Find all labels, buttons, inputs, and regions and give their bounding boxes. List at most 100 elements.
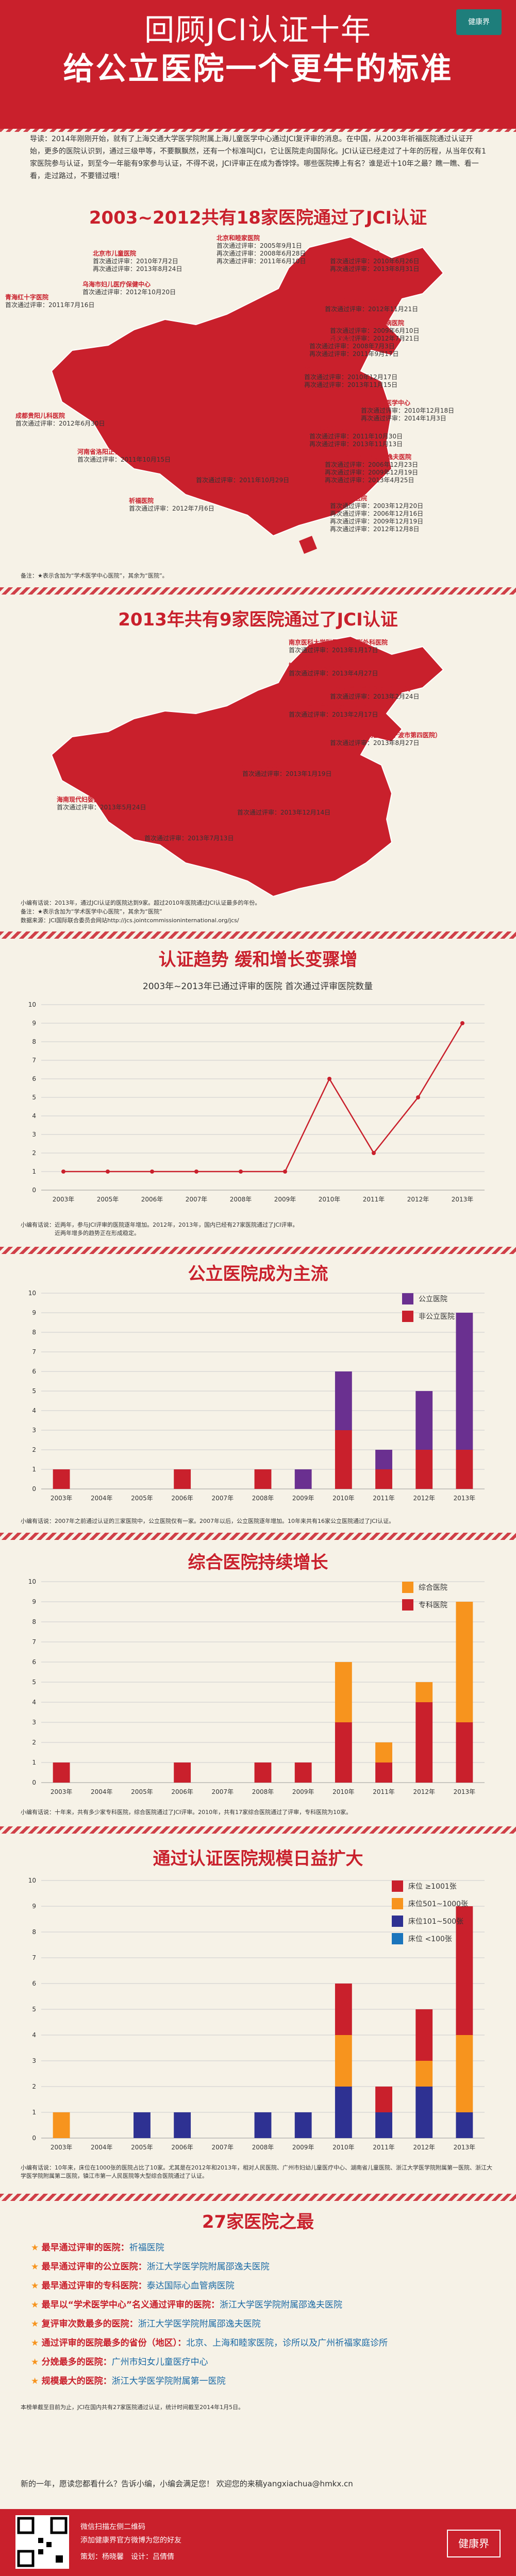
hospital-label: 复旦大学附属华山医院 首次通过评审：2011年10月30日 再次通过评审：2013…	[309, 425, 403, 448]
hospital-name: 浙江大学医学院附属邵逸夫医院	[325, 453, 412, 461]
top-list-item: ★ 分娩最多的医院：广州市妇女儿童医疗中心	[31, 2353, 485, 2372]
y-tick-label: 5	[32, 1387, 36, 1395]
bar-segment	[415, 2087, 433, 2138]
hospital-label: 上海和睦家医院 首次通过评审：2008年7月3日 再次通过评审：2011年9月17…	[309, 335, 398, 358]
hospital-dates: 首次通过评审：2013年7月13日	[144, 835, 234, 842]
top-list-item: ★ 规模最大的医院：浙江大学医学院附属第一医院	[31, 2372, 485, 2391]
top-item-key: 最早通过评审的公立医院：	[41, 2262, 147, 2272]
x-tick-label: 2012年	[413, 1495, 435, 1502]
hospital-dates: 首次通过评审：2013年4月27日	[289, 670, 378, 677]
y-tick-label: 6	[32, 1368, 36, 1375]
top-item-value: 浙江大学医学院附属邵逸夫医院	[146, 2262, 270, 2272]
legend-swatch	[392, 1898, 403, 1909]
x-tick-label: 2012年	[413, 2144, 435, 2151]
bar-segment	[174, 2112, 191, 2138]
top-item-value: 祈福医院	[129, 2243, 164, 2253]
bar-segment	[174, 1762, 191, 1783]
hospital-dates: 首次通过评审：2011年7月16日	[5, 301, 95, 309]
x-tick-label: 2007年	[212, 1495, 234, 1502]
y-tick-label: 10	[28, 1001, 36, 1008]
x-tick-label: 2010年	[319, 1196, 341, 1203]
hospital-name: 青海红十字医院	[5, 294, 49, 301]
y-tick-label: 5	[32, 1094, 36, 1101]
bar-segment	[335, 1430, 352, 1489]
top-item-value: 浙江大学医学院附属邵逸夫医院	[220, 2300, 343, 2310]
y-tick-label: 0	[32, 2134, 36, 2142]
qr-code[interactable]	[15, 2515, 69, 2569]
x-tick-label: 2003年	[51, 1495, 73, 1502]
hospital-name: 成都贵阳儿科医院	[15, 412, 65, 419]
legend-label: 床位501~1000张	[408, 1900, 468, 1908]
legend-label: 综合医院	[419, 1584, 447, 1592]
x-tick-label: 2006年	[141, 1196, 163, 1203]
footer-brand[interactable]: 健康界	[447, 2530, 501, 2557]
x-tick-label: 2010年	[332, 1788, 355, 1795]
y-tick-label: 3	[32, 1719, 36, 1726]
x-tick-label: 2009年	[274, 1196, 296, 1203]
y-tick-label: 9	[32, 1309, 36, 1316]
legend-swatch	[392, 1933, 403, 1944]
bar-segment	[375, 1450, 392, 1469]
y-tick-label: 2	[32, 1446, 36, 1453]
map2-note-2: 备注：★表示含加为“学术医学中心医院”，其余为“医院”	[21, 908, 162, 915]
general-bar-chart-svg: 0 1 2 3 4 5 6 7 8 9 10 2003年 2004年 2005年 2006年 2007年 200…	[28, 1578, 485, 1795]
star-icon: ★	[31, 2281, 42, 2291]
hospital-name: 广州祈福医院	[330, 495, 368, 502]
y-tick-label: 4	[32, 1407, 36, 1414]
hospital-name: 南京医科大学附属友谊整形外科医院	[289, 639, 388, 646]
hospital-label: 湖南省儿童医院 首次通过评审：2013年1月19日	[242, 762, 331, 778]
hospital-dates: 首次通过评审：2005年9月1日 再次通过评审：2008年6月28日 再次通过评…	[217, 242, 306, 265]
bar-segment	[456, 1313, 473, 1450]
hospital-name: 浙江大学医学院附属第一医院	[289, 703, 370, 710]
hospital-label: 北京和睦家医院 首次通过评审：2005年9月1日 再次通过评审：2008年6月28…	[217, 234, 306, 265]
x-tick-label: 2013年	[454, 2144, 476, 2151]
hospital-dates: 首次通过评审：2012年6月30日	[15, 420, 105, 427]
star-icon: ★	[31, 2300, 42, 2310]
bar-segment	[134, 2112, 151, 2138]
x-tick-label: 2011年	[373, 2144, 395, 2151]
bar-segment	[415, 1702, 433, 1783]
x-tick-label: 2004年	[91, 1788, 113, 1795]
bar-segment	[415, 1450, 433, 1489]
x-tick-label: 2008年	[252, 2144, 274, 2151]
star-icon: ★	[31, 2357, 42, 2367]
bar-segment	[335, 1722, 352, 1783]
y-tick-label: 2	[32, 1149, 36, 1157]
brand-logo[interactable]: 健康界	[456, 9, 502, 35]
y-tick-label: 8	[32, 1618, 36, 1625]
bar-segment	[254, 1762, 272, 1783]
x-tick-label: 2004年	[91, 1495, 113, 1502]
star-icon: ★	[31, 2338, 42, 2348]
y-tick-label: 8	[32, 1038, 36, 1045]
hospital-name: 湖南省儿童医院	[242, 762, 286, 770]
hospital-label: 湖南脑肝医院 首次通过评审：2013年12月14日	[237, 801, 330, 817]
hospital-name: 上海儿童医学中心	[361, 399, 411, 406]
bar-segment	[375, 1469, 392, 1489]
hospital-name: 乌海市妇儿医疗保健中心	[82, 281, 151, 288]
divider	[0, 1826, 516, 1834]
hospital-label: 上海儿童医学中心 首次通过评审：2010年12月18日 再次通过评审：2014年1…	[361, 399, 454, 422]
intro-text: 导读：2014年刚刚开始，就有了上海交通大学医学院附属上海儿童医学中心通过JCI…	[30, 135, 486, 180]
x-tick-label: 2005年	[131, 2144, 153, 2151]
hospital-name: 北京和睦家医院	[217, 234, 260, 242]
divider	[0, 587, 516, 595]
bar-segment	[53, 1762, 70, 1783]
legend-label: 床位 ≥1001张	[408, 1883, 457, 1891]
x-tick-label: 2005年	[97, 1196, 119, 1203]
star-icon: ★	[31, 2262, 42, 2272]
bar-segment	[53, 1469, 70, 1489]
hospital-label: 浙江大学医学院附属第二医院 首次通过评审：2013年2月24日	[330, 685, 419, 701]
divider	[0, 2194, 516, 2201]
public-bar-chart-svg: 0 1 2 3 4 5 6 7 8 9 10 2003年 2004年 2005年 2006年 2007年 200…	[28, 1290, 485, 1502]
hospital-label: 河南省洛阳正骨医院 首次通过评审：2011年10月15日	[77, 448, 171, 464]
hospital-name: 祈福医院	[129, 497, 154, 504]
y-tick-label: 10	[28, 1877, 36, 1884]
line-chart-svg: 2003年~2013年已通过评审的医院 首次通过评审医院数量 0 1 2 3 4 5 6 7 8 9…	[28, 981, 485, 1203]
x-tick-label: 2003年	[51, 2144, 73, 2151]
hospital-name: 南京市儿童医院	[304, 366, 348, 373]
hospital-name: 浙江大学医学院附属第二医院	[330, 685, 411, 692]
x-tick-label: 2007年	[186, 1196, 208, 1203]
hospital-name: 天津泰达国际心血管病医院	[330, 319, 405, 327]
hospital-name: 上海和睦家医院	[309, 335, 353, 342]
y-tick-label: 5	[32, 1679, 36, 1686]
